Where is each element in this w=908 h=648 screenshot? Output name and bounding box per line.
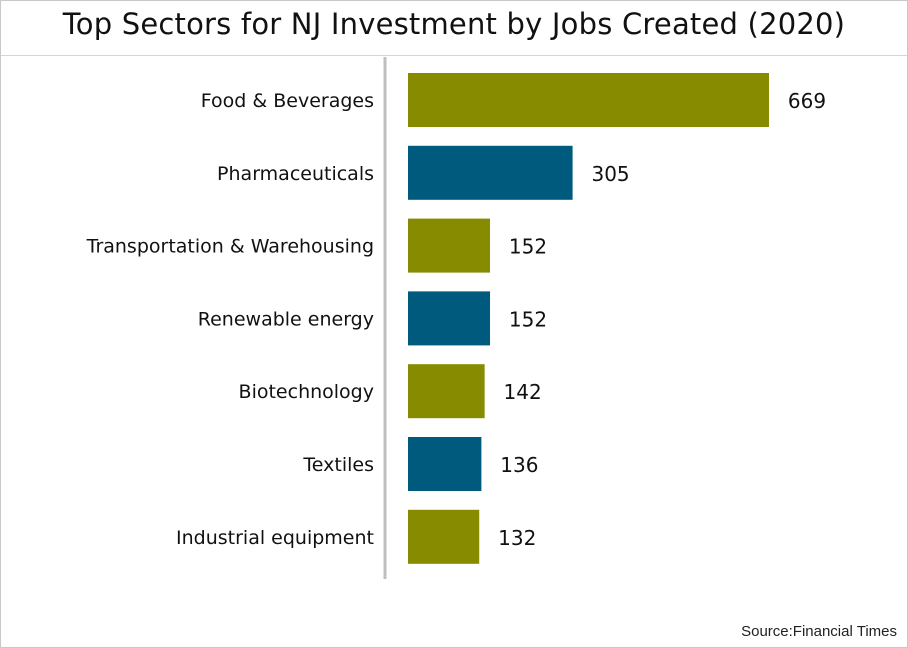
value-label-transportation-warehousing: 152 [509, 235, 547, 259]
value-label-textiles: 136 [500, 453, 538, 477]
chart-header: Top Sectors for NJ Investment by Jobs Cr… [1, 1, 907, 56]
bar-biotechnology [408, 364, 485, 419]
category-label-textiles: Textiles [302, 454, 374, 476]
category-label-industrial-equipment: Industrial equipment [176, 527, 374, 549]
value-label-pharmaceuticals: 305 [591, 162, 629, 186]
value-label-renewable-energy: 152 [509, 307, 547, 331]
category-label-pharmaceuticals: Pharmaceuticals [217, 163, 374, 185]
bar-food-beverages [408, 73, 769, 127]
source-note: Source:Financial Times [741, 623, 897, 640]
value-label-food-beverages: 669 [788, 89, 826, 113]
bar-textiles [408, 437, 482, 491]
category-label-food-beverages: Food & Beverages [201, 90, 374, 112]
bar-renewable-energy [408, 291, 491, 346]
bar-transportation-warehousing [408, 218, 491, 273]
value-label-industrial-equipment: 132 [498, 526, 536, 550]
category-label-renewable-energy: Renewable energy [198, 308, 374, 330]
chart-title: Top Sectors for NJ Investment by Jobs Cr… [62, 7, 846, 41]
bar-industrial-equipment [408, 509, 480, 564]
category-label-transportation-warehousing: Transportation & Warehousing [86, 236, 374, 258]
value-label-biotechnology: 142 [504, 380, 542, 404]
bar-pharmaceuticals [408, 145, 573, 200]
category-label-biotechnology: Biotechnology [239, 381, 374, 403]
